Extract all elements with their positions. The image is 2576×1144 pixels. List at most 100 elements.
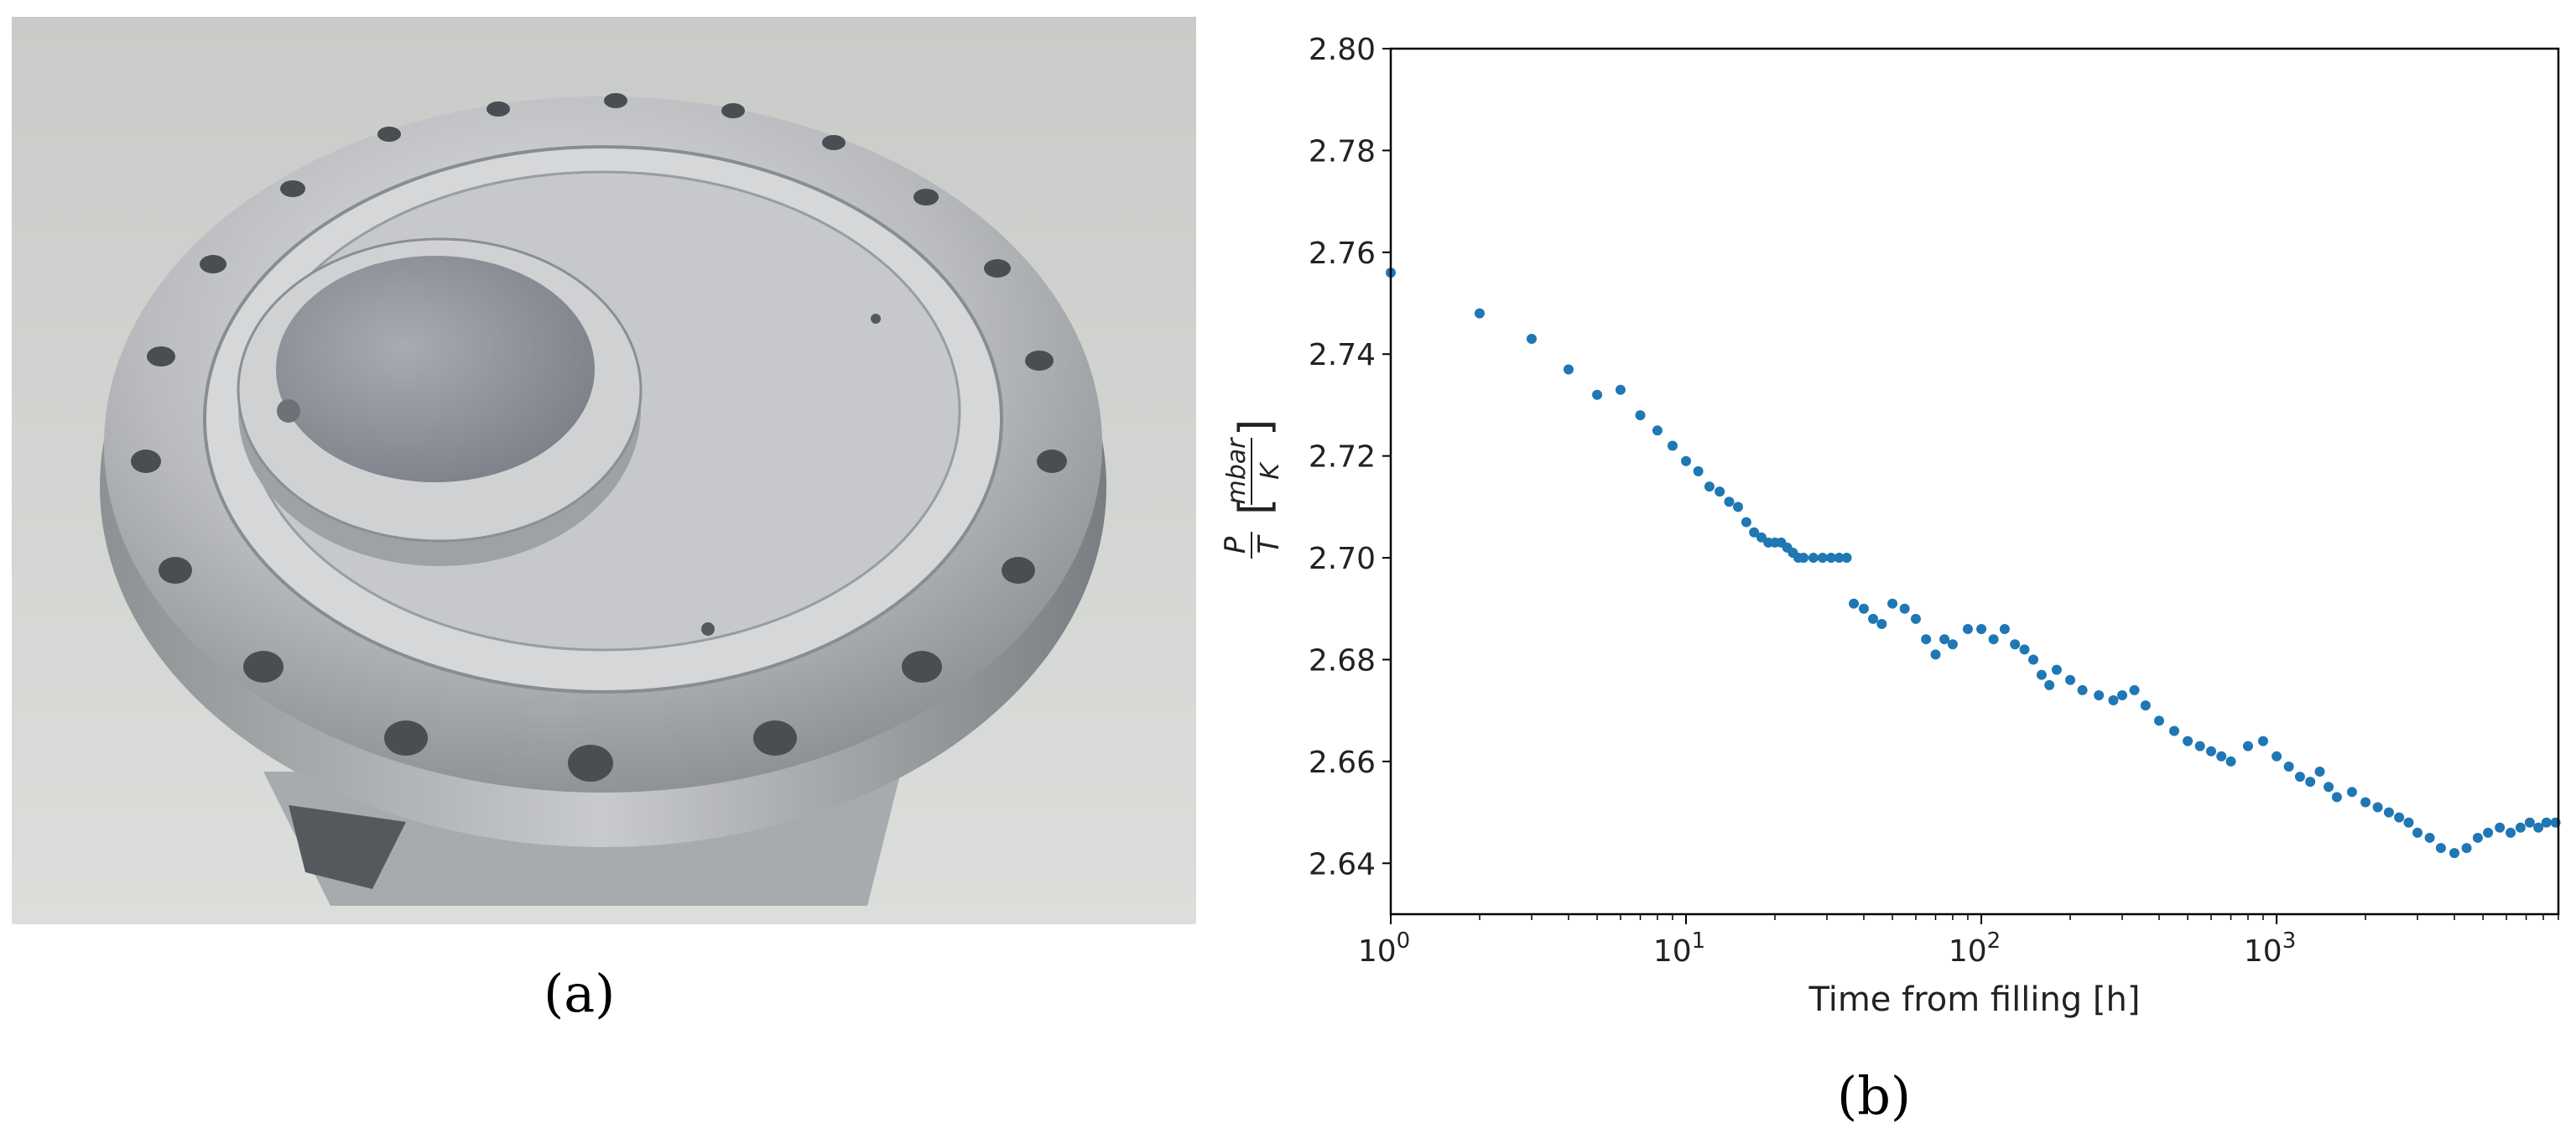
x-axis-label: Time from filling [h] [1808, 980, 2141, 1019]
panel-label-b: (b) [1837, 1065, 1912, 1126]
small-hole [871, 314, 881, 324]
data-point [2331, 792, 2342, 803]
data-point [2129, 684, 2140, 695]
data-points [1386, 268, 2561, 859]
data-point [1733, 502, 1744, 512]
data-point [2036, 669, 2047, 680]
data-point [2314, 767, 2325, 777]
data-point [1693, 465, 1704, 476]
data-point [1798, 553, 1809, 564]
data-point [1715, 486, 1725, 497]
data-point [1947, 639, 1958, 650]
data-point [2383, 807, 2394, 818]
data-point [1526, 334, 1537, 345]
data-point [2435, 843, 2446, 854]
data-point [2117, 689, 2128, 700]
y-label-denominator: T [1252, 534, 1286, 554]
y-label-bracket-close: ] [1231, 419, 1281, 436]
data-point [1910, 613, 1921, 624]
y-axis-label: P T [ mbar K ] [1219, 419, 1286, 559]
puck-screw [277, 399, 300, 423]
data-point [1899, 603, 1910, 614]
data-point [2461, 843, 2472, 854]
y-tick-label: 2.76 [1309, 237, 1376, 271]
data-point [1592, 389, 1603, 400]
data-point [2094, 689, 2105, 700]
panel-label-a: (a) [544, 963, 616, 1024]
data-point [1921, 634, 1932, 645]
x-axis: 100 101 102 103 [1358, 914, 2559, 969]
plot-frame [1389, 47, 2560, 916]
data-point [2205, 746, 2216, 757]
data-point [2283, 761, 2294, 772]
data-point [2077, 684, 2088, 695]
data-point [2065, 674, 2076, 685]
data-point [1808, 553, 1819, 564]
data-point [1741, 517, 1751, 528]
x-tick-label: 100 [1358, 928, 1410, 969]
data-point [2483, 827, 2494, 838]
data-point [2242, 741, 2253, 751]
data-point [1939, 634, 1950, 645]
data-point [1841, 553, 1852, 564]
data-point [1876, 618, 1887, 629]
data-point [1887, 598, 1898, 609]
data-point [1652, 425, 1663, 436]
data-point [2394, 812, 2405, 823]
data-point [1635, 410, 1646, 421]
data-point [1849, 598, 1860, 609]
x-tick-label: 101 [1653, 928, 1705, 969]
data-point [2194, 741, 2205, 751]
y-tick-label: 2.80 [1309, 33, 1376, 67]
y-axis: 2.64 2.66 2.68 2.70 2.72 2.74 2.76 2.78 2.80 [1309, 33, 1391, 881]
data-point [2183, 736, 2194, 746]
data-point [2472, 832, 2483, 843]
y-label-unit-denominator: K [1256, 461, 1285, 480]
data-point [2403, 817, 2414, 828]
y-tick-label: 2.70 [1309, 542, 1376, 576]
data-point [1749, 527, 1760, 538]
y-tick-label: 2.64 [1309, 847, 1376, 881]
base-block-slot [289, 805, 406, 889]
data-point [2305, 777, 2316, 788]
data-point [1756, 532, 1767, 543]
data-point [2372, 802, 2383, 813]
y-tick-label: 2.72 [1309, 440, 1376, 475]
data-point [2412, 827, 2423, 838]
data-point [2169, 725, 2180, 736]
data-point [2495, 822, 2506, 833]
bolt-holes [131, 93, 1067, 782]
photo-steel-flange [12, 17, 1196, 924]
y-label-bracket-open: [ [1231, 498, 1281, 515]
scatter-chart: 2.64 2.66 2.68 2.70 2.72 2.74 2.76 2.78 2.80 100… [1219, 33, 2561, 1019]
data-point [2294, 772, 2305, 783]
data-point [2524, 817, 2535, 828]
small-hole [701, 622, 715, 636]
data-point [1667, 440, 1678, 451]
y-label-numerator: P [1219, 536, 1252, 554]
data-point [2019, 644, 2030, 655]
data-point [2346, 787, 2357, 798]
data-point [1825, 553, 1836, 564]
data-point [2108, 695, 2119, 706]
sample-disc [276, 256, 595, 482]
data-point [2424, 832, 2435, 843]
y-tick-label: 2.68 [1309, 643, 1376, 678]
y-tick-label: 2.78 [1309, 134, 1376, 169]
data-point [2028, 654, 2039, 665]
data-point [2044, 679, 2055, 690]
data-point [1988, 634, 1999, 645]
data-point [2051, 664, 2062, 675]
data-point [2533, 822, 2544, 833]
y-label-unit-numerator: mbar [1222, 437, 1252, 505]
data-point [1930, 649, 1941, 660]
y-tick-label: 2.74 [1309, 338, 1376, 372]
data-point [1474, 308, 1485, 319]
data-point [2324, 782, 2334, 793]
data-point [2506, 827, 2516, 838]
y-tick-label: 2.66 [1309, 746, 1376, 780]
data-point [2360, 797, 2371, 808]
data-point [2515, 822, 2526, 833]
data-point [1834, 553, 1845, 564]
data-point [2010, 639, 2021, 650]
